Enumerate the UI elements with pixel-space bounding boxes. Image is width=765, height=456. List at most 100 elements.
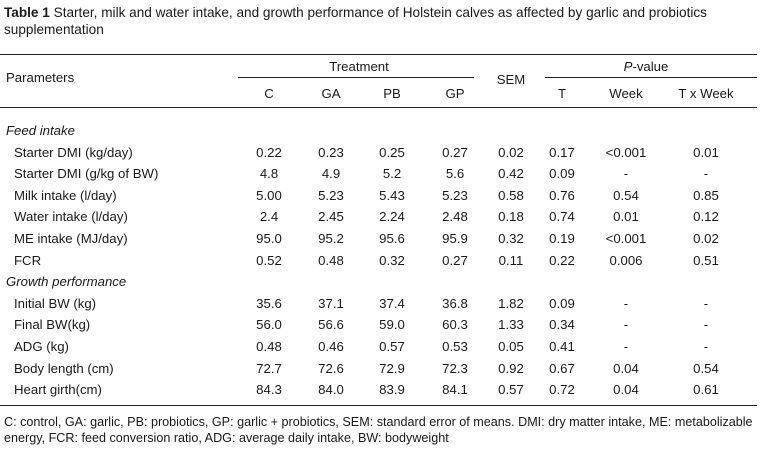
header-parameters: Parameters <box>6 70 75 85</box>
row-value-week: <0.001 <box>605 231 647 246</box>
row-value-week: 0.04 <box>613 382 639 397</box>
row-value-t: 0.22 <box>549 253 575 268</box>
header-pvalue-txw: T x Week <box>678 86 734 101</box>
row-value-gp: 5.23 <box>442 188 468 203</box>
row-value-pb: 5.2 <box>382 166 402 181</box>
row-label: Starter DMI (kg/day) <box>14 145 133 160</box>
row-value-sem: 0.42 <box>498 166 524 181</box>
row-value-gp: 60.3 <box>442 317 468 332</box>
row-value-sem: 0.57 <box>498 382 524 397</box>
row-value-week: <0.001 <box>605 145 647 160</box>
row-label: Water intake (l/day) <box>14 209 128 224</box>
table-footnote: C: control, GA: garlic, PB: probiotics, … <box>4 415 753 445</box>
row-label: Starter DMI (g/kg of BW) <box>14 166 159 181</box>
row-value-ga: 0.48 <box>318 253 344 268</box>
row-value-t: 0.72 <box>549 382 575 397</box>
header-p-italic: P <box>623 59 633 74</box>
row-value-t: 0.09 <box>549 166 575 181</box>
row-value-ga: 2.45 <box>318 209 344 224</box>
row-value-ga: 84.0 <box>318 382 344 397</box>
row-value-ga: 37.1 <box>318 296 344 311</box>
row-value-ga: 72.6 <box>318 361 344 376</box>
row-value-ga: 95.2 <box>318 231 344 246</box>
row-value-txw: 0.54 <box>693 361 719 376</box>
table-title: Starter, milk and water intake, and grow… <box>4 5 707 37</box>
header-treatment: Treatment <box>329 59 389 74</box>
row-value-c: 0.48 <box>256 339 282 354</box>
row-value-t: 0.41 <box>549 339 575 354</box>
row-value-gp: 5.6 <box>445 166 465 181</box>
row-value-txw: - <box>703 296 709 311</box>
row-value-txw: - <box>703 339 709 354</box>
row-label: Heart girth(cm) <box>14 382 102 397</box>
row-value-t: 0.67 <box>549 361 575 376</box>
row-value-sem: 0.02 <box>498 145 524 160</box>
row-label: ADG (kg) <box>14 339 69 354</box>
header-pvalue-week: Week <box>609 86 643 101</box>
row-value-c: 84.3 <box>256 382 282 397</box>
row-value-sem: 0.11 <box>498 253 524 268</box>
row-value-txw: - <box>703 317 709 332</box>
row-value-c: 72.7 <box>256 361 282 376</box>
row-value-c: 5.00 <box>256 188 282 203</box>
row-value-sem: 1.33 <box>498 317 524 332</box>
section-title: Growth performance <box>6 274 127 290</box>
row-value-pb: 0.57 <box>379 339 405 354</box>
row-value-week: 0.54 <box>613 188 639 203</box>
row-value-pb: 72.9 <box>379 361 405 376</box>
row-value-gp: 84.1 <box>442 382 468 397</box>
row-value-ga: 4.9 <box>321 166 341 181</box>
row-value-week: - <box>623 166 629 181</box>
row-value-c: 4.8 <box>259 166 279 181</box>
row-value-week: 0.04 <box>613 361 639 376</box>
row-value-gp: 0.53 <box>442 339 468 354</box>
row-value-pb: 0.25 <box>379 145 405 160</box>
row-value-gp: 36.8 <box>442 296 468 311</box>
row-value-week: 0.006 <box>609 253 643 268</box>
row-value-c: 0.22 <box>256 145 282 160</box>
row-value-ga: 0.23 <box>318 145 344 160</box>
row-value-week: - <box>623 296 629 311</box>
header-sem: SEM <box>496 72 526 87</box>
row-label: Final BW(kg) <box>14 317 91 332</box>
row-value-pb: 83.9 <box>379 382 405 397</box>
row-value-gp: 2.48 <box>442 209 468 224</box>
row-value-c: 56.0 <box>256 317 282 332</box>
header-treatment-gp: GP <box>445 86 465 101</box>
header-pvalue-t: T <box>557 86 567 101</box>
row-value-txw: 0.12 <box>693 209 719 224</box>
row-value-week: - <box>623 339 629 354</box>
row-value-txw: 0.85 <box>693 188 719 203</box>
row-value-gp: 95.9 <box>442 231 468 246</box>
header-p-suffix: -value <box>632 59 669 74</box>
row-value-gp: 72.3 <box>442 361 468 376</box>
row-value-txw: 0.02 <box>693 231 719 246</box>
row-value-t: 0.34 <box>549 317 575 332</box>
row-value-t: 0.19 <box>549 231 575 246</box>
row-label: Body length (cm) <box>14 361 114 376</box>
row-value-txw: 0.01 <box>693 145 719 160</box>
row-label: Initial BW (kg) <box>14 296 97 311</box>
row-value-ga: 0.46 <box>318 339 344 354</box>
row-value-sem: 1.82 <box>498 296 524 311</box>
row-value-txw: 0.61 <box>693 382 719 397</box>
header-treatment-pb: PB <box>383 86 401 101</box>
section-title: Feed intake <box>6 123 75 138</box>
row-value-sem: 0.92 <box>498 361 524 376</box>
row-value-sem: 0.32 <box>498 231 524 246</box>
pvalue-group-rule <box>545 77 757 78</box>
row-value-gp: 0.27 <box>442 145 468 160</box>
row-value-t: 0.17 <box>549 145 575 160</box>
treatment-group-rule <box>238 77 474 78</box>
row-value-sem: 0.05 <box>498 339 524 354</box>
row-value-sem: 0.58 <box>498 188 524 203</box>
header-pvalue: P-value <box>624 59 669 75</box>
bottom-rule <box>0 405 757 406</box>
table-number: Table 1 <box>4 5 50 20</box>
row-value-week: - <box>623 317 629 332</box>
header-rule <box>0 107 757 108</box>
row-value-week: 0.01 <box>613 209 639 224</box>
row-label: ME intake (MJ/day) <box>14 231 128 246</box>
row-value-c: 35.6 <box>256 296 282 311</box>
